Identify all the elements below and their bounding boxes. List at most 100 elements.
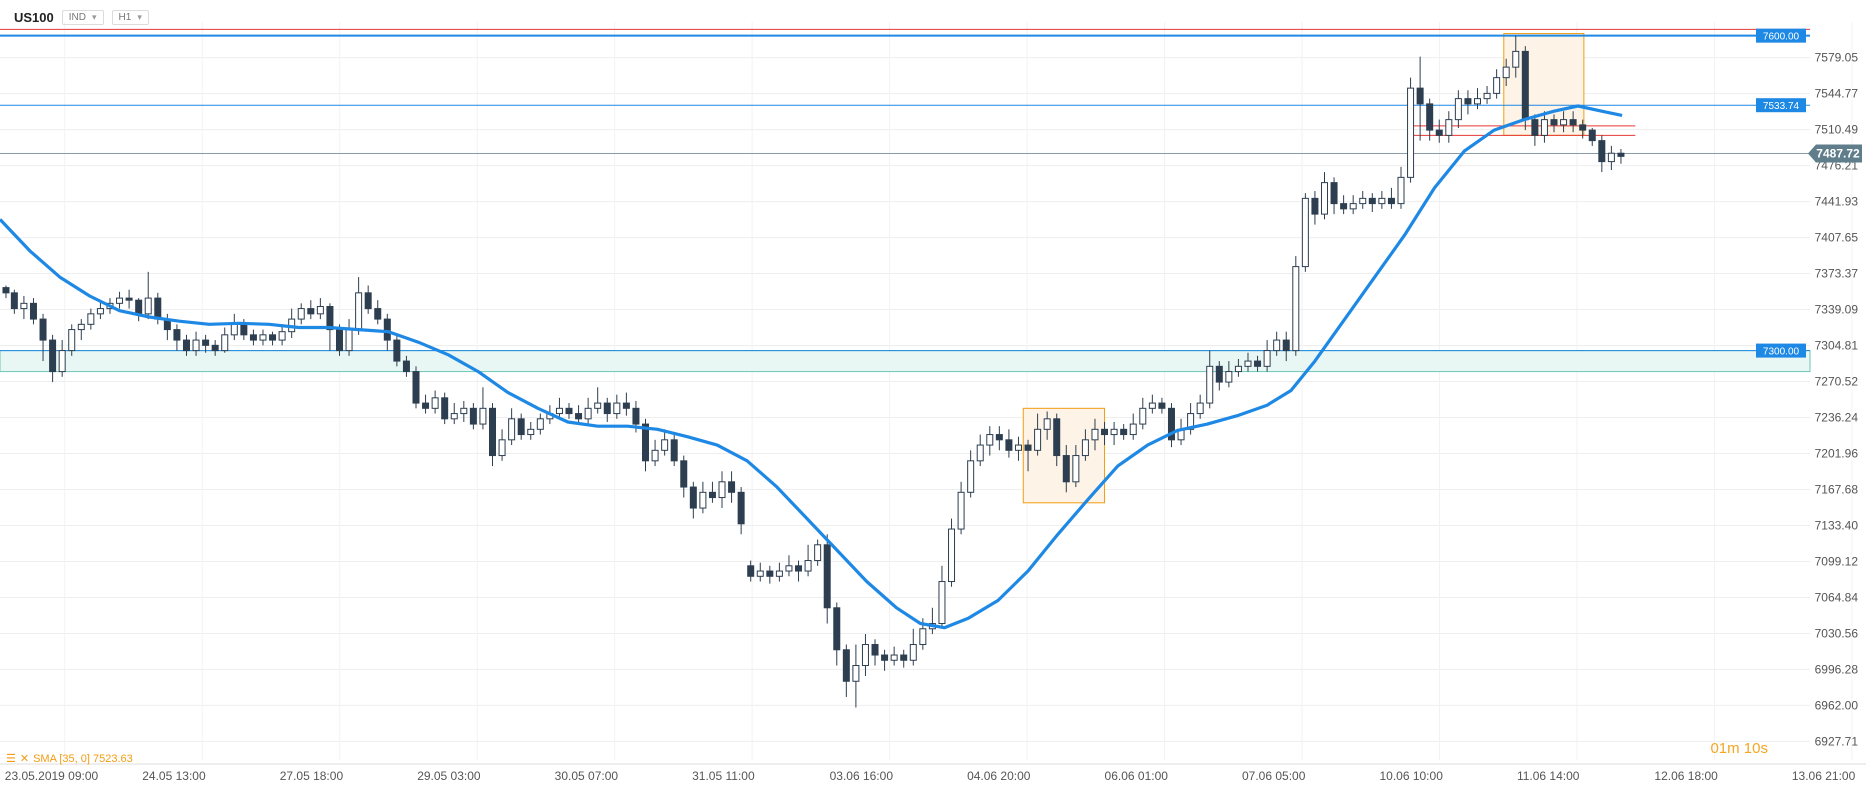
candle-body (488, 407, 496, 457)
candle-body (1282, 339, 1290, 352)
candle-body (2, 287, 10, 294)
y-tick-label: 6962.00 (1815, 698, 1859, 712)
candle-countdown: 01m 10s (1710, 740, 1768, 757)
candle-body (1521, 50, 1529, 121)
candle-body (766, 570, 774, 577)
candle-body (1464, 98, 1472, 105)
candle-body (1043, 418, 1051, 430)
candle-body (1005, 439, 1013, 451)
candle-body (1234, 365, 1242, 373)
instrument-type-select[interactable]: IND ▾ (61, 10, 104, 25)
candle-body (374, 308, 382, 320)
candle-body (1378, 197, 1386, 205)
candle-body (890, 654, 898, 661)
candle-body (173, 329, 181, 341)
candle-body (1540, 119, 1548, 136)
y-tick-label: 7201.96 (1815, 447, 1859, 461)
candle-body (718, 481, 726, 499)
y-tick-label: 7133.40 (1815, 518, 1859, 532)
level-tag-label: 7300.00 (1763, 347, 1800, 358)
x-tick-label: 03.06 16:00 (830, 769, 894, 783)
candle-body (221, 334, 229, 352)
candle-body (316, 305, 324, 315)
x-tick-label: 10.06 10:00 (1379, 769, 1443, 783)
settings-icon[interactable]: ☰ (6, 753, 16, 765)
candle-body (814, 544, 822, 562)
chevron-down-icon: ▾ (91, 12, 97, 22)
candle-body (708, 491, 716, 499)
candle-body (326, 305, 334, 331)
candle-body (1435, 129, 1443, 136)
candle-body (948, 528, 956, 583)
candle-body (1091, 428, 1099, 441)
symbol-label[interactable]: US100 (14, 10, 54, 25)
y-tick-label: 7339.09 (1815, 303, 1859, 317)
candle-body (909, 644, 917, 661)
candle-body (1129, 423, 1137, 436)
candle-body (364, 292, 372, 310)
candle-body (1483, 92, 1491, 100)
timeframe-select[interactable]: H1 ▾ (111, 10, 149, 25)
candle-body (230, 323, 238, 336)
candle-body (498, 439, 506, 457)
candle-body (747, 565, 755, 577)
candle-body (1531, 119, 1539, 136)
sma-line (0, 104, 1623, 630)
chevron-down-icon: ▾ (137, 12, 142, 22)
candle-body (785, 565, 793, 572)
candle-body (335, 329, 343, 352)
candle-body (1311, 197, 1319, 215)
candle-body (613, 402, 621, 415)
candle-body (1148, 402, 1156, 409)
candle-body (1426, 103, 1434, 131)
x-tick-label: 04.06 20:00 (967, 769, 1031, 783)
timeframe-label: H1 (118, 12, 132, 23)
candle-body (852, 665, 860, 682)
candle-body (986, 434, 994, 446)
candle-body (1014, 444, 1022, 451)
candle-body (1349, 203, 1357, 210)
x-tick-label: 30.05 07:00 (555, 769, 619, 783)
support-zone (0, 350, 1811, 373)
candle-body (269, 334, 277, 341)
candle-body (1263, 350, 1271, 367)
candle-body (1588, 129, 1596, 142)
candle-body (756, 570, 764, 577)
candle-body (804, 560, 812, 572)
chart-header: US100 IND ▾ H1 ▾ (14, 10, 149, 25)
candle-body (1187, 413, 1195, 430)
y-tick-label: 7407.65 (1815, 231, 1859, 245)
y-tick-label: 7544.77 (1815, 87, 1859, 101)
candle-body (737, 491, 745, 525)
candle-body (565, 407, 573, 415)
candle-body (240, 323, 248, 336)
candle-body (192, 339, 200, 352)
candle-body (1034, 428, 1042, 451)
candle-body (144, 297, 152, 315)
y-tick-label: 7304.81 (1815, 339, 1859, 353)
x-tick-label: 12.06 18:00 (1654, 769, 1718, 783)
x-tick-label: 11.06 14:00 (1517, 769, 1580, 783)
candle-body (517, 418, 525, 436)
candle-body (842, 649, 850, 682)
candle-body (527, 428, 535, 436)
candle-body (1340, 203, 1348, 210)
candle-body (259, 334, 267, 341)
candle-body (460, 407, 468, 415)
candle-body (1244, 360, 1252, 367)
candle-body (77, 323, 85, 331)
candle-body (603, 402, 611, 415)
close-icon[interactable]: ✕ (19, 753, 30, 765)
candle-body (355, 292, 363, 331)
indicator-legend[interactable]: ☰ ✕ SMA [35, 0] 7523.63 (6, 752, 133, 766)
candle-body (575, 413, 583, 420)
candle-body (450, 413, 458, 420)
candle-body (680, 460, 688, 488)
candle-body (1368, 197, 1376, 205)
level-tag (1756, 343, 1806, 358)
candle-body (441, 397, 449, 420)
candle-body (689, 486, 697, 509)
candle-body (211, 344, 219, 352)
candle-body (938, 581, 946, 625)
